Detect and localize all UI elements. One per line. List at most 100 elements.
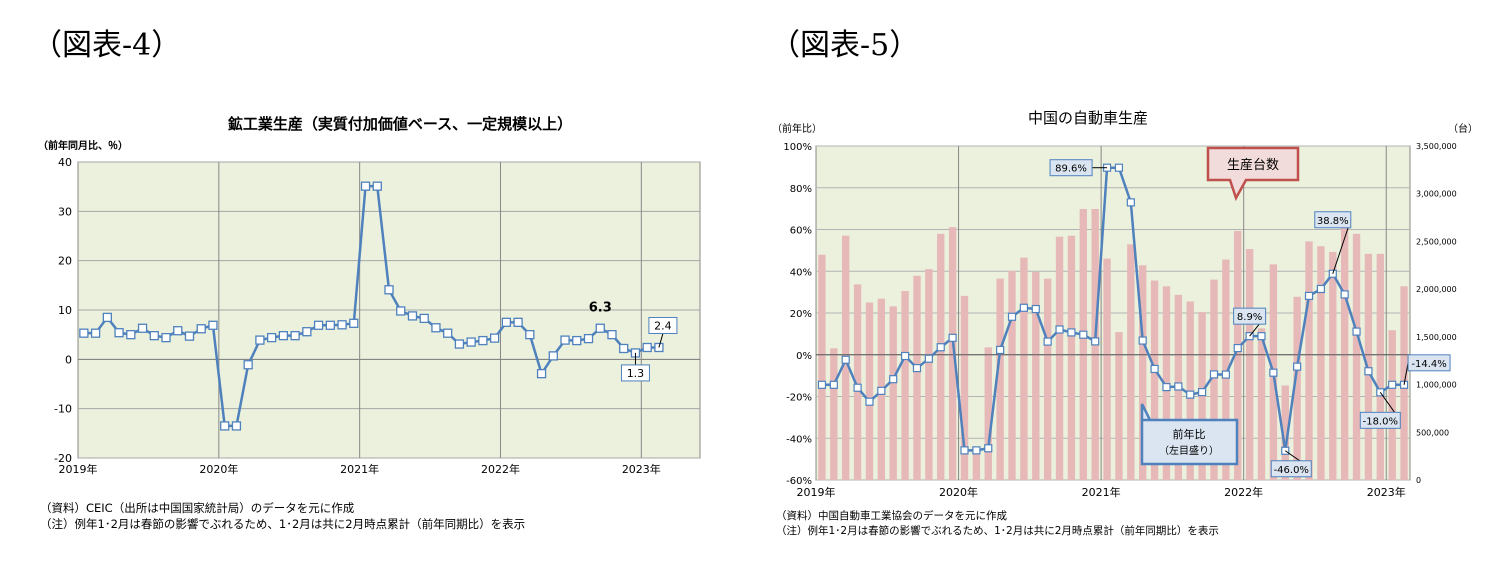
data-point [642,342,652,353]
data-point [1233,343,1242,353]
data-point [478,335,488,346]
annotation-label: -18.0% [1363,416,1398,427]
data-point [1079,330,1088,339]
bar [901,291,909,480]
bar [984,347,992,480]
data-point [1067,328,1076,337]
footnote: （注）例年1･2月は春節の影響でぶれるため、1･2月は共に2月時点累計（前年同期… [40,517,526,531]
bar [925,269,933,480]
data-point [1162,383,1171,392]
right-tick-label: 2,500,000 [1416,237,1457,246]
data-point [560,335,570,345]
data-point [572,335,582,346]
annotation-box [1407,354,1451,372]
annotation-box [648,316,678,334]
data-point [1174,382,1183,391]
figure-4-heading: （図表-4） [32,28,182,63]
bar [1055,236,1064,480]
chart-title: 中国の自動車生産 [1028,109,1148,127]
x-tick-label: 2021年 [1082,485,1121,499]
data-point [841,355,850,364]
data-point [1388,380,1397,389]
y-tick-label: 10 [58,304,72,317]
data-point [1186,390,1195,399]
data-point [149,331,159,341]
data-point [114,328,124,338]
x-tick-label: 2021年 [340,462,379,476]
data-point [1055,325,1064,334]
data-point [912,364,922,373]
data-point [501,317,512,327]
bar [1139,265,1147,480]
data-point [607,330,617,340]
bar [1340,224,1349,480]
data-point [1031,304,1040,314]
x-tick-label: 2020年 [199,462,238,476]
annotation-box [620,364,650,382]
bar [1008,271,1016,480]
right-axis-label: （台） [1448,122,1478,135]
data-point [889,375,898,384]
bar [1222,259,1230,480]
right-tick-label: 3,000,000 [1416,190,1457,199]
annotation-box [1233,307,1267,325]
y-tick-label: 40 [58,156,72,169]
bar [1293,296,1301,480]
data-point [313,320,324,330]
left-axis-label: （前年比） [772,122,822,135]
line-series-axis-note: （左目盛り） [1159,444,1219,457]
data-point [325,320,335,330]
bar [1079,208,1087,480]
left-tick-label: -20% [786,393,812,404]
data-point [936,343,945,352]
left-tick-label: -60% [786,476,812,487]
bar [1067,235,1076,480]
bar [1032,271,1040,480]
bar [1150,280,1159,480]
callout-blue-box [1140,403,1239,466]
data-point [337,320,347,330]
y-axis-label: （前年同月比、％） [38,139,128,152]
data-point [360,181,371,191]
data-point [266,332,277,343]
annotation-label: 8.9% [1237,312,1262,323]
data-point [817,380,827,389]
data-point [1007,312,1017,321]
bar [960,295,969,480]
data-point [996,345,1005,355]
data-point [1138,336,1147,345]
bar [1115,332,1123,480]
data-point [290,331,300,341]
data-point [208,320,218,330]
bar-series-callout: 生産台数 [1206,146,1300,202]
source-note: （資料）CEIC（出所は中国国家統計局）のデータを元に作成 [40,501,355,515]
annotation-label: 89.6% [1055,164,1087,175]
data-point [184,331,195,341]
data-point [525,330,535,340]
data-point [349,318,359,328]
bar [937,233,945,480]
bar [948,227,957,480]
left-tick-label: 100% [783,142,812,153]
x-tick-label: 2023年 [1367,485,1406,499]
annotation-label: -46.0% [1274,465,1309,476]
data-point [90,328,101,338]
bar [1127,244,1135,480]
data-point [454,339,465,349]
annotation-label: 38.8% [1317,216,1349,227]
y-tick-label: -20 [54,452,72,465]
left-tick-label: 80% [790,184,812,195]
left-tick-label: -40% [786,434,812,445]
data-point [583,333,594,344]
data-point [1198,388,1207,397]
data-point [443,328,453,338]
data-point [79,328,89,338]
data-point [548,351,558,361]
annotation-leader [658,333,664,348]
right-tick-label: 500,000 [1416,428,1449,437]
footnote: （注）例年1･2月は春節の影響でぶれるため、1･2月は共に2月時点累計（前年同期… [776,525,1219,537]
data-point [302,327,312,337]
data-point [431,323,441,333]
data-point [1304,291,1314,300]
right-tick-label: 3,500,000 [1416,142,1457,151]
